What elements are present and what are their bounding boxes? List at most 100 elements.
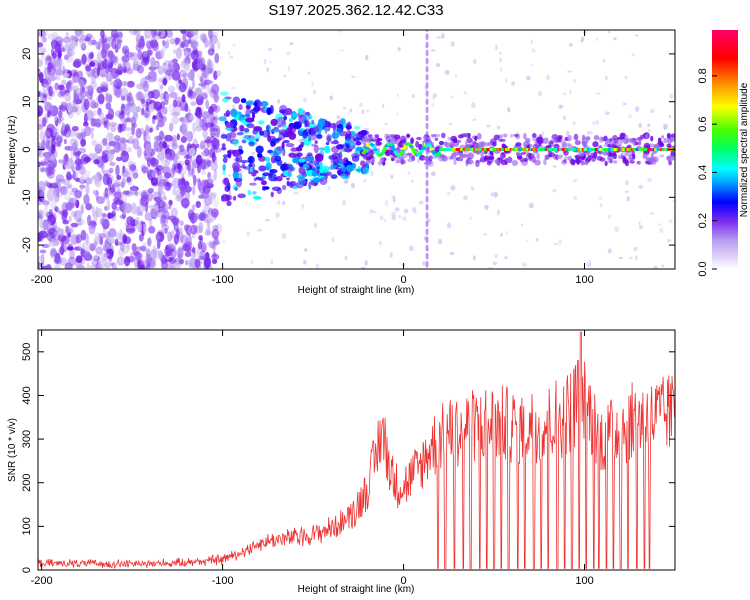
noise-blob [38,161,41,168]
noise-blob [184,159,191,164]
noise-blob [193,89,198,101]
x-tick-label: -200 [31,575,53,587]
y-tick-label: -20 [21,237,33,253]
cluster-blob [295,146,303,152]
band-halo-blob [472,142,479,148]
faint-blob [251,151,255,155]
y-tick-label: 400 [21,386,33,404]
noise-blob [108,237,116,245]
faint-blob [672,200,675,203]
noise-blob [201,150,210,156]
noise-blob [134,189,138,197]
noise-blob [204,179,210,189]
noise-blob [38,30,46,38]
cluster-blob [288,181,294,189]
faint-blob [490,192,494,197]
band-halo-blob [396,141,402,149]
cluster-blob [226,122,231,127]
noise-blob [137,258,142,268]
band-halo-blob [620,152,624,160]
band-halo-blob [565,142,572,147]
noise-blob [111,38,117,50]
noise-blob [93,211,98,223]
noise-blob [115,241,123,246]
noise-blob [73,89,77,102]
faint-blob [638,122,643,129]
cluster-blob [340,173,347,180]
faint-blob [303,259,307,265]
noise-blob [66,183,73,190]
noise-blob [121,125,128,133]
band-halo-blob [492,141,497,147]
noise-blob [74,190,82,199]
noise-blob [201,117,208,125]
y-tick-label: 10 [21,96,33,108]
noise-blob [204,122,212,128]
cluster-blob [325,141,330,146]
noise-blob [112,91,121,97]
faint-blob [552,188,557,193]
noise-blob [102,173,110,186]
noise-blob [213,169,217,181]
noise-blob [58,110,63,119]
noise-blob [177,163,182,170]
noise-blob [199,187,206,194]
cluster-blob [245,108,251,118]
noise-blob [74,30,83,37]
noise-blob [203,256,212,268]
cluster-blob [360,160,366,167]
cluster-blob [306,172,314,177]
streak-blob [425,236,429,244]
noise-blob [53,230,60,241]
noise-blob [38,90,41,98]
faint-blob [505,230,508,235]
noise-blob [72,71,80,84]
faint-blob [567,70,572,73]
noise-blob [103,193,109,200]
noise-blob [67,231,72,238]
noise-blob [155,231,165,243]
band-halo-blob [636,160,641,165]
noise-blob [119,87,128,97]
colorbar-tick-label: 0.4 [697,165,709,180]
faint-blob [595,92,601,95]
band-halo-blob [458,154,464,162]
faint-blob [635,34,638,37]
cluster-blob [339,118,346,125]
noise-blob [123,168,132,178]
cluster-blob [281,148,286,152]
band-halo-blob [666,137,673,145]
band-halo-blob [423,134,427,141]
faint-blob [282,200,286,206]
noise-blob [68,197,78,206]
noise-blob [38,69,42,75]
noise-blob [186,130,194,142]
cluster-blob [340,164,347,173]
noise-blob [66,184,72,189]
cluster-blob [260,180,267,186]
noise-blob [75,132,83,139]
noise-blob [161,205,167,213]
noise-blob [113,191,122,200]
noise-blob [95,246,104,255]
noise-blob [153,167,160,174]
band-halo-blob [612,135,618,139]
noise-blob [62,219,70,225]
cluster-blob [226,149,236,154]
noise-blob [42,83,49,95]
noise-blob [196,72,202,79]
cluster-blob [284,128,293,137]
cluster-blob [237,193,246,199]
faint-blob [438,238,443,245]
noise-blob [161,202,169,214]
noise-blob [114,178,118,188]
signal-core-blob [419,149,424,153]
noise-blob [206,178,214,184]
noise-blob [153,31,163,36]
noise-blob [45,140,51,149]
noise-blob [112,182,121,187]
noise-blob [128,96,135,107]
cluster-blob [351,162,357,169]
faint-blob [495,44,498,51]
noise-blob [64,262,73,269]
